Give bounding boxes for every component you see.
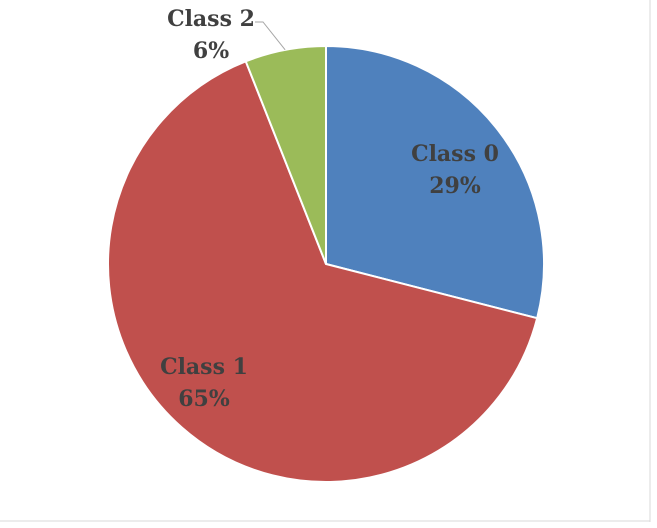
leader-line bbox=[255, 21, 286, 51]
pie-slice bbox=[107, 60, 539, 483]
slice-value-label: 6% bbox=[193, 38, 229, 64]
slice-label: Class 0 bbox=[411, 141, 499, 167]
slice-value-label: 29% bbox=[429, 173, 481, 199]
pie-slice bbox=[244, 44, 327, 265]
slice-label: Class 2 bbox=[167, 6, 255, 32]
slice-label: Class 1 bbox=[160, 354, 248, 380]
pie-slice bbox=[325, 44, 545, 320]
slice-value-label: 65% bbox=[178, 386, 230, 412]
